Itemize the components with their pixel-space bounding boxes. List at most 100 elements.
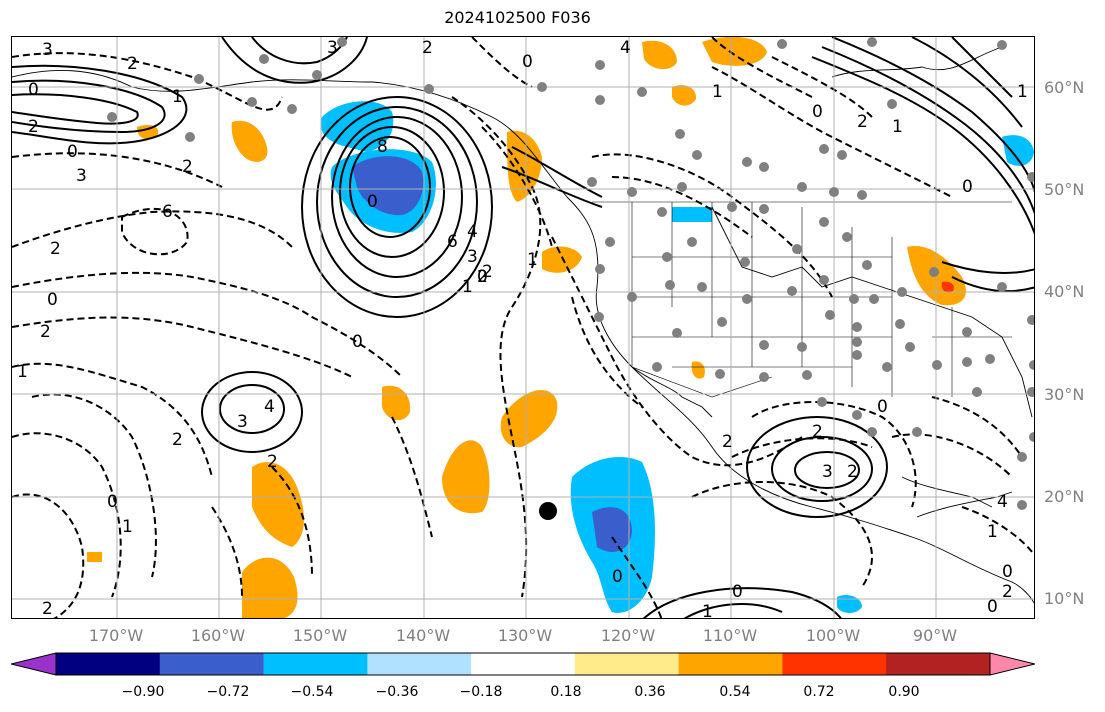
colorbar-extend-low: [11, 652, 57, 676]
contour-value-label: 3: [822, 462, 833, 482]
negative-anomaly-region: [837, 595, 862, 613]
contour-value-label: 0: [28, 80, 39, 100]
contour-value-label: 1: [987, 522, 998, 542]
colorbar-segment: [782, 653, 887, 675]
contour-value-label: 2: [42, 599, 53, 619]
contour-value-label: 0: [1002, 562, 1013, 582]
lon-label-140w: 140°W: [395, 626, 451, 645]
colorbar-extend-high: [989, 652, 1035, 676]
contour-value-label: 2: [28, 117, 39, 137]
lat-label-30n: 30°N: [1044, 385, 1085, 404]
positive-anomaly-region: [702, 37, 767, 66]
contour-value-label: 1: [892, 117, 903, 137]
contour-value-label: 0: [732, 582, 743, 602]
contour-value-label: 4: [997, 492, 1008, 512]
contour-value-label: 2: [267, 452, 278, 472]
lat-label-50n: 50°N: [1044, 180, 1085, 199]
contour-value-label: 1: [172, 87, 183, 107]
lat-label-20n: 20°N: [1044, 487, 1085, 506]
positive-anomaly-region: [691, 361, 705, 379]
contour-value-label: 0: [522, 52, 533, 72]
positive-anomaly-region: [941, 281, 954, 293]
contour-value-label: 3: [327, 38, 338, 58]
contour-value-label: 4: [264, 397, 275, 417]
colorbar-segment: [263, 653, 368, 675]
contour-value-label: 0: [812, 102, 823, 122]
colorbar-tick-label: −0.36: [375, 684, 419, 700]
contour-value-label: 1: [712, 82, 723, 102]
solid-contours: [12, 37, 1034, 618]
positive-anomaly-region: [137, 125, 159, 140]
colorbar-tick-label: −0.54: [290, 684, 334, 700]
contour-value-label: 1: [1017, 82, 1028, 102]
lon-label-150w: 150°W: [292, 626, 348, 645]
colorbar-segment: [56, 653, 161, 675]
contour-value-label: 3: [467, 247, 478, 267]
contour-value-label: 1: [17, 362, 28, 382]
positive-anomaly-region: [507, 130, 542, 202]
lon-label-110w: 110°W: [702, 626, 758, 645]
positive-anomaly-region: [242, 557, 298, 618]
contour-value-label: 2: [847, 462, 858, 482]
colorbar-tick-label: 0.54: [719, 684, 751, 700]
contour-value-label: 4: [467, 222, 478, 242]
contour-value-label: 6: [447, 232, 458, 252]
lon-label-120w: 120°W: [600, 626, 656, 645]
positive-anomaly-region: [672, 85, 697, 106]
contour-value-label: 2: [422, 38, 433, 58]
contour-value-label: 6: [162, 202, 173, 222]
colorbar-segment: [886, 653, 991, 675]
colorbar-segment: [159, 653, 265, 675]
coastlines: [12, 46, 1034, 604]
colorbar-tick-label: −0.72: [206, 684, 250, 700]
contour-value-label: 2: [722, 432, 733, 452]
contour-value-label: 2: [172, 430, 183, 450]
strong-negative-anomaly-region: [352, 156, 424, 216]
positive-anomaly-region: [252, 462, 304, 547]
negative-anomaly-region: [1002, 135, 1034, 166]
colorbar-tick-label: 0.72: [803, 684, 835, 700]
contour-value-label: 2: [477, 267, 488, 287]
contour-value-label: 3: [42, 40, 53, 60]
contour-value-label: 3: [237, 412, 248, 432]
positive-anomaly-region: [542, 246, 582, 273]
contour-value-label: 2: [127, 54, 138, 74]
contour-value-label: 0: [367, 192, 378, 212]
lon-label-90w: 90°W: [912, 626, 958, 645]
contour-value-label: 4: [620, 38, 631, 58]
colorbar-tick-label: −0.90: [121, 684, 165, 700]
negative-anomaly-region: [672, 207, 712, 222]
positive-anomaly-region: [500, 390, 558, 448]
lat-label-10n: 10°N: [1044, 589, 1085, 608]
contour-value-label: 3: [76, 166, 87, 186]
contour-value-label: 2: [1002, 582, 1013, 602]
colorbar-tick-label: −0.18: [459, 684, 503, 700]
political-borders: [592, 201, 1012, 398]
colorbar-tick-label: 0.18: [550, 684, 582, 700]
contour-value-label: 0: [477, 267, 488, 287]
positive-anomaly-region: [382, 385, 411, 421]
strong-negative-anomaly-region: [592, 507, 632, 552]
dashed-contours: [12, 37, 1034, 618]
station-markers: [107, 37, 1034, 510]
contour-value-label: 2: [812, 422, 823, 442]
contour-value-label: 0: [107, 492, 118, 512]
contour-value-label: 1: [122, 517, 133, 537]
lon-label-130w: 130°W: [497, 626, 553, 645]
lon-label-160w: 160°W: [190, 626, 246, 645]
anomaly-shading: [87, 37, 1034, 618]
contour-value-label: 0: [47, 290, 58, 310]
contour-value-label: 2: [857, 112, 868, 132]
lon-label-170w: 170°W: [88, 626, 144, 645]
contour-value-label: 1: [527, 250, 538, 270]
contour-value-label: 0: [877, 397, 888, 417]
colorbar-segment: [367, 653, 472, 675]
contour-value-label: 0: [352, 332, 363, 352]
contour-value-label: 2: [182, 157, 193, 177]
positive-anomaly-region: [87, 552, 102, 562]
colorbar-tick-label: 0.90: [888, 684, 920, 700]
lat-label-60n: 60°N: [1044, 78, 1085, 97]
colorbar: [11, 652, 1035, 676]
